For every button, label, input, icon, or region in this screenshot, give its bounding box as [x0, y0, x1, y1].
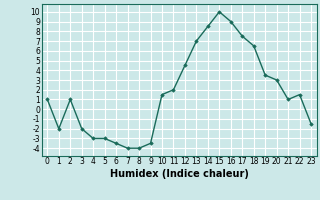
- X-axis label: Humidex (Indice chaleur): Humidex (Indice chaleur): [110, 169, 249, 179]
